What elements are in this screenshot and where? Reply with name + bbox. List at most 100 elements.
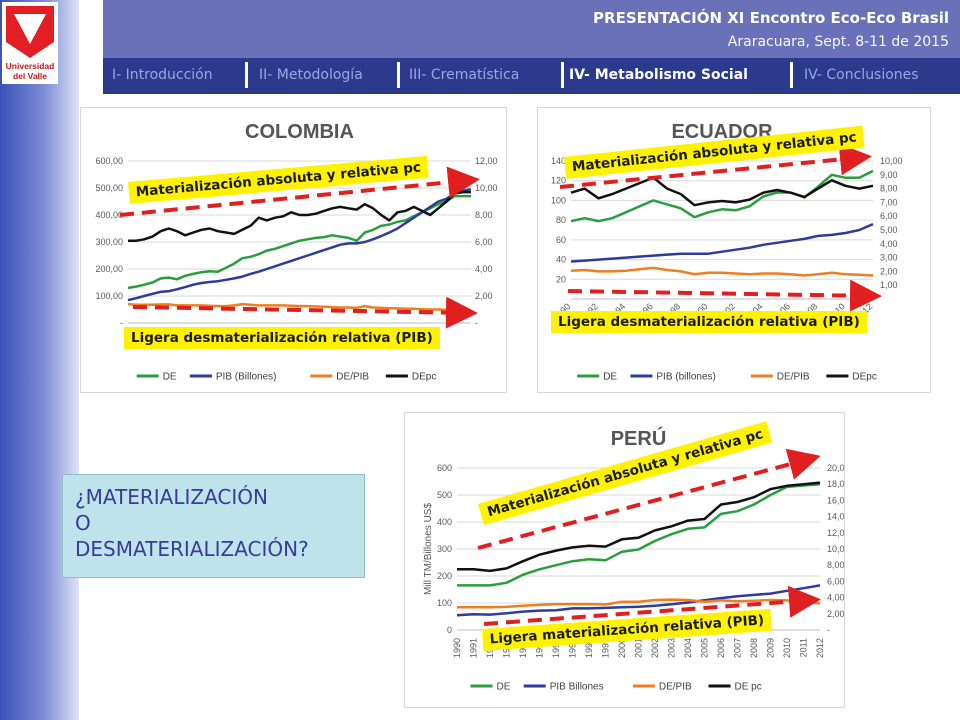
x-tick-label: 2004 [683,638,693,658]
x-tick-label: 1991 [469,638,479,658]
y-right-tick-label: 10,00 [880,156,903,166]
nav-item-crematistica[interactable]: III- Crematística [409,67,520,83]
x-tick-label: 2011 [799,638,809,657]
y-right-tick-label: 5,00 [880,225,898,235]
y-left-tick-label: 120 [551,176,566,186]
x-tick-label: 2012 [815,638,825,658]
y-left-tick-label: 300 [437,544,452,554]
y-left-tick-label: 200,00 [95,264,123,274]
chart-title: COLOMBIA [245,121,354,143]
x-tick-label: 2010 [782,638,792,658]
y-left-tick-label: 100,00 [95,291,123,301]
y-right-tick-label: 8,00 [880,184,898,194]
y-left-tick-label: 60 [556,235,566,245]
y-right-tick-label: 4,00 [880,239,898,249]
x-tick-label: 2000 [617,638,627,658]
y-left-tick-label: 80 [556,215,566,225]
university-logo: Universidad del Valle [2,2,58,84]
x-tick-label: 1996 [551,638,561,658]
logo-text-2: del Valle [13,71,47,81]
x-tick-label: 1997 [568,638,578,658]
y-left-tick-label: 140 [551,156,566,166]
series-line-depc [570,176,874,207]
y-right-tick-label: 10,00 [475,183,498,193]
y-right-tick-label: 10,00 [827,544,844,554]
presentation-title: PRESENTACIÓN XI Encontro Eco-Eco Brasil [593,9,949,27]
colombia-chart-svg: COLOMBIA - 100,00 200,00 300,00 400,00 500,00 6… [95,121,498,383]
nav-item-conclusiones[interactable]: IV- Conclusiones [804,67,919,83]
y-right-tick-label: 3,00 [880,253,898,263]
y-right-tick-label: 2,00 [475,291,493,301]
y-right-tick-label: 8,00 [475,210,493,220]
x-tick-label: 2006 [716,638,726,658]
y-right-tick-label: 4,00 [827,593,844,603]
y-left-tick-label: 600 [437,463,452,473]
legend-label: DE/PIB [777,372,810,383]
x-tick-label: 1990 [452,638,462,658]
question-line-3: DESMATERIALIZACIÓN? [75,537,309,561]
y-right-tick-label: 20,00 [827,463,844,473]
legend-label: DE/PIB [659,682,692,693]
y-left-tick-label: 100 [551,195,566,205]
nav-separator [397,62,400,88]
legend-label: PIB (Billones) [216,372,277,383]
peru-chart: PERÚ 0 100 200 300 400 500 600 - 2,00 4,00 6,00 8,00… [404,412,850,708]
y-right-tick-label: 6,00 [880,211,898,221]
y-left-tick-label: 400,00 [95,210,123,220]
y-right-tick-label: 6,00 [475,237,493,247]
y-right-tick-label: - [475,318,478,328]
y-right-tick-label: 12,00 [475,156,498,166]
logo-text-1: Universidad [6,61,55,71]
y-right-tick-label: - [827,625,830,635]
chart-title: PERÚ [611,426,667,450]
legend-label: PIB (billones) [656,372,715,383]
question-line-2: O [75,511,91,535]
legend-label: DEpc [852,372,876,383]
x-tick-label: 1998 [584,638,594,658]
y-left-tick-label: 400 [437,517,452,527]
y-left-tick-label: 100 [437,598,452,608]
x-tick-label: 2008 [749,638,759,658]
x-tick-label: 2009 [766,638,776,658]
x-tick-label: 1999 [601,638,611,658]
series-line-de [570,169,874,223]
y-left-tick-label: 200 [437,571,452,581]
x-tick-label: 2002 [650,638,660,658]
series-line-pib [127,188,472,302]
x-tick-label: 2005 [700,638,710,658]
nav-item-metodologia[interactable]: II- Metodología [259,67,363,83]
y-right-tick-label: 14,00 [827,512,844,522]
nav-separator [790,62,793,88]
y-left-tick-label: 0 [447,625,452,635]
y-left-tick-label: 500,00 [95,183,123,193]
x-tick-label: 2001 [634,638,644,658]
y-right-tick-label: 2,00 [880,266,898,276]
y-right-tick-label: 8,00 [827,560,844,570]
y-right-tick-label: 16,00 [827,495,844,505]
y-right-tick-label: 9,00 [880,170,898,180]
y-right-tick-label: 6,00 [827,576,844,586]
y-left-tick-label: 300,00 [95,237,123,247]
legend-label: DEpc [412,372,436,383]
colombia-note-bottom: Ligera desmaterialización relativa (PIB) [124,327,440,349]
nav-item-introduccion[interactable]: I- Introducción [112,67,213,83]
legend-label: DE [603,372,617,383]
y-axis-title: Mill TM/Billones US$ [423,503,434,595]
colombia-chart: COLOMBIA - 100,00 200,00 300,00 400,00 500,00 6… [80,107,507,393]
ecuador-note-bottom: Ligera desmaterialización relativa (PIB) [551,311,867,333]
y-right-tick-label: 18,00 [827,479,844,489]
presentation-subtitle: Araracuara, Sept. 8-11 de 2015 [727,34,949,50]
nav-item-metabolismo-social[interactable]: IV- Metabolismo Social [569,67,748,83]
peru-chart-svg: PERÚ 0 100 200 300 400 500 600 - 2,00 4,00 6,00 8,00… [423,426,850,693]
y-left-tick-label: 20 [556,274,566,284]
question-box: ¿MATERIALIZACIÓN O DESMATERIALIZACIÓN? [62,474,365,578]
y-left-tick-label: - [120,318,123,328]
legend-label: PIB Billones [550,682,604,693]
question-line-1: ¿MATERIALIZACIÓN [75,485,268,509]
legend-label: DE [163,372,177,383]
y-right-tick-label: 2,00 [827,609,844,619]
series-line-depib [570,266,874,277]
y-right-tick-label: 1,00 [880,280,898,290]
left-sidebar-bar [0,0,79,720]
y-right-tick-label: 7,00 [880,197,898,207]
